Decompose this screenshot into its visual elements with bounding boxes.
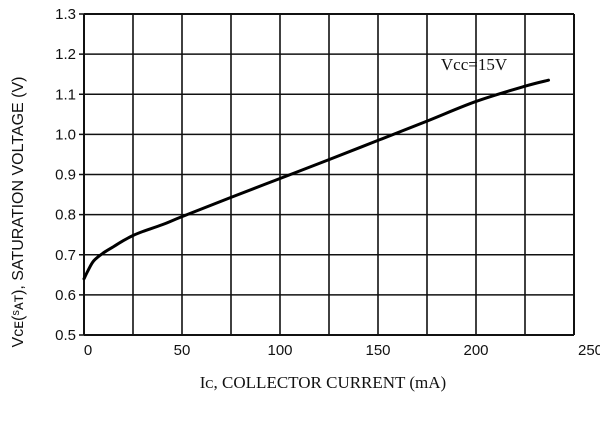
- x-tick-label: 250: [578, 342, 600, 359]
- grid: [79, 13, 575, 336]
- y-axis-title: Vᴄᴇ(ˢᴀᴛ), SATURATION VOLTAGE (V): [10, 77, 27, 348]
- y-tick-label: 0.8: [55, 207, 76, 224]
- y-tick-label: 1.0: [55, 126, 76, 143]
- x-tick-label: 50: [174, 342, 191, 359]
- x-tick-label: 0: [84, 342, 92, 359]
- y-tick-label: 0.9: [55, 167, 76, 184]
- y-tick-label: 0.7: [55, 247, 76, 264]
- x-axis-title: Iᴄ, COLLECTOR CURRENT (mA): [200, 373, 446, 392]
- x-tick-label: 150: [365, 342, 390, 359]
- y-tick-label: 1.3: [55, 6, 76, 23]
- y-tick-label: 0.5: [55, 327, 76, 344]
- x-tick-label: 200: [463, 342, 488, 359]
- series-line-vcc-15v: [82, 78, 551, 281]
- x-tick-label: 100: [267, 342, 292, 359]
- y-tick-label: 1.1: [55, 86, 76, 103]
- tick-labels: 0.5 0.6 0.7 0.8 0.9 1.0 1.1 1.2 1.3 0 50 100 150 200 2…: [55, 6, 600, 359]
- series-layer: [82, 78, 551, 281]
- y-tick-label: 0.6: [55, 287, 76, 304]
- y-tick-label: 1.2: [55, 46, 76, 63]
- vcc-annotation: Vcc=15V: [441, 55, 508, 74]
